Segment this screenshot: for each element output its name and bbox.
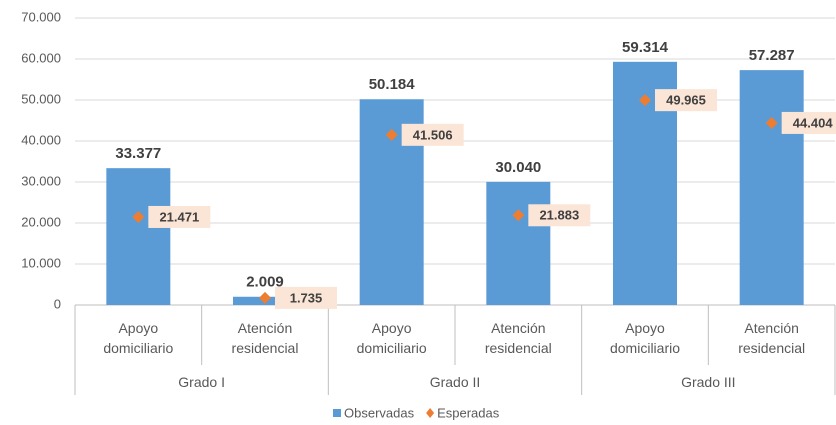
x-tick-label: Apoyo domiciliario <box>609 320 681 356</box>
bar-label: 30.040 <box>495 159 541 176</box>
marker-label-box <box>781 111 836 134</box>
marker-label-box <box>275 286 337 309</box>
marker-label-box <box>528 204 591 227</box>
marker <box>639 94 651 107</box>
y-tick-label: 50.000 <box>21 91 61 106</box>
bar <box>106 168 171 305</box>
y-tick-label: 30.000 <box>21 173 61 188</box>
bar <box>486 181 551 305</box>
marker <box>259 291 271 304</box>
x-tick-label: Apoyo domiciliario <box>103 320 174 356</box>
y-tick-label: 40.000 <box>21 132 61 147</box>
marker-label: 41.506 <box>413 127 453 142</box>
group-label: Grado III <box>681 374 736 390</box>
legend-swatch <box>426 408 435 418</box>
y-tick-label: 60.000 <box>21 50 61 65</box>
legend-label: Esperadas <box>437 405 500 420</box>
legend-label: Observadas <box>344 405 415 420</box>
marker-label: 1.735 <box>290 290 323 305</box>
marker <box>132 210 145 223</box>
marker <box>512 209 525 222</box>
bar-label: 50.184 <box>369 76 416 93</box>
bar-label: 33.377 <box>115 145 161 162</box>
y-tick-label: 0 <box>54 296 61 311</box>
x-tick-label: Atención residencial <box>738 320 806 356</box>
x-tick-label: Atención residencial <box>484 320 552 356</box>
marker-label: 21.883 <box>539 208 579 223</box>
bar-label: 57.287 <box>749 47 795 64</box>
marker-label-box <box>148 205 211 228</box>
x-tick-label: Apoyo domiciliario <box>356 320 427 356</box>
marker-label: 44.404 <box>793 115 834 130</box>
x-tick-label: Atención residencial <box>231 320 299 356</box>
marker-label-box <box>655 89 717 112</box>
y-tick-label: 20.000 <box>21 214 61 229</box>
marker <box>765 116 778 129</box>
marker-label: 49.965 <box>666 93 706 108</box>
bar-label: 2.009 <box>246 274 284 291</box>
group-label: Grado II <box>429 374 481 390</box>
legend-swatch <box>333 409 341 417</box>
marker-label-box <box>401 123 464 146</box>
bar-label: 59.314 <box>622 39 669 56</box>
y-tick-label: 10.000 <box>21 255 61 270</box>
marker-label: 21.471 <box>159 209 199 224</box>
marker <box>385 128 398 141</box>
group-label: Grado I <box>178 374 225 390</box>
y-tick-label: 70.000 <box>21 9 61 24</box>
bar <box>739 70 804 306</box>
